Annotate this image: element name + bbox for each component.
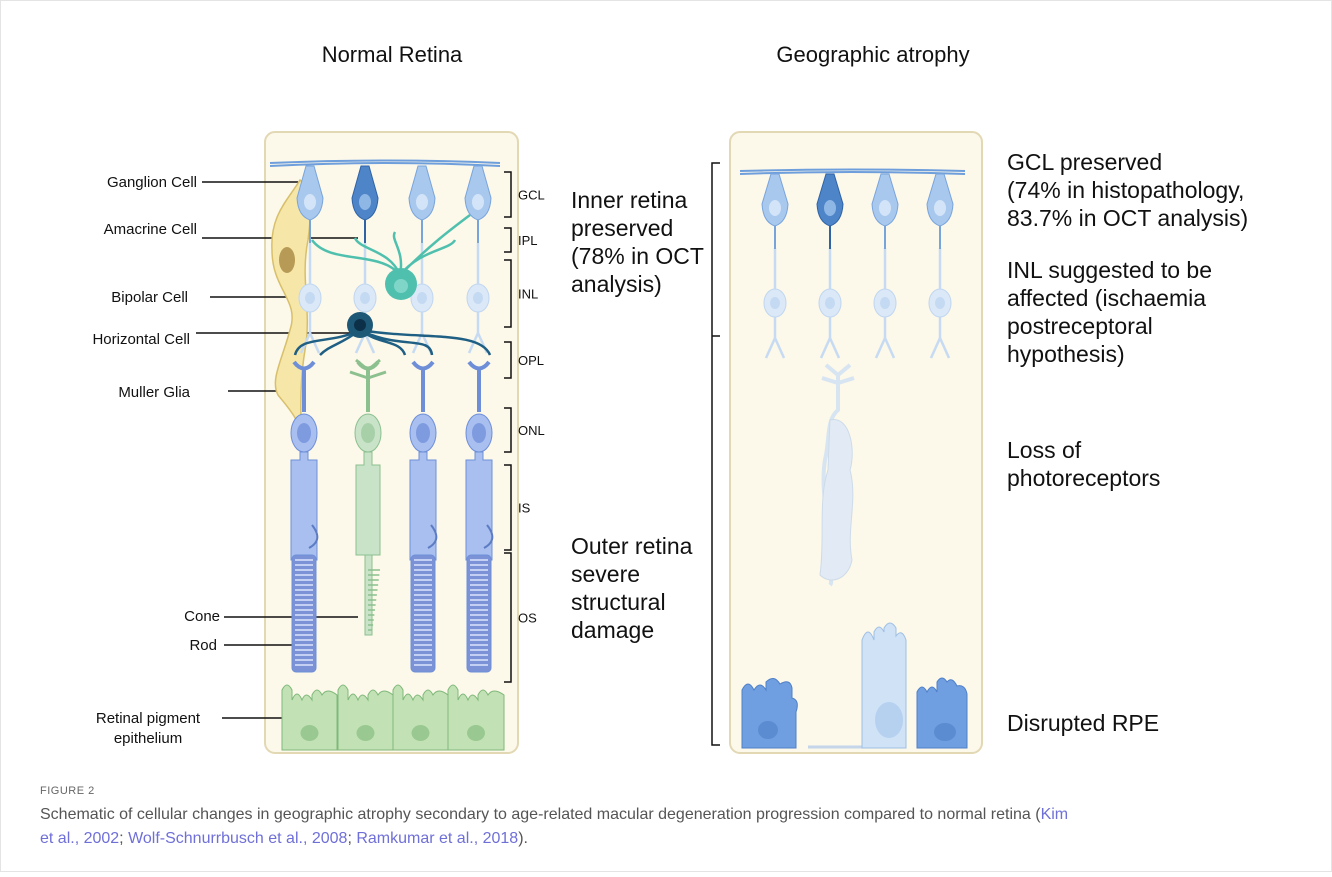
nucleus — [880, 297, 890, 309]
layer-label: INL — [518, 287, 538, 302]
nucleus — [758, 721, 778, 739]
cell-label: Amacrine Cell — [104, 221, 197, 238]
nucleus — [934, 723, 956, 741]
figure: Normal Retina Geographic atrophy Ganglio… — [0, 0, 1332, 872]
inner-segment — [466, 452, 492, 560]
nucleus — [472, 194, 484, 210]
cell-label: Ganglion Cell — [107, 174, 197, 191]
caption-text: ). — [518, 830, 528, 847]
annotation-line: 83.7% in OCT analysis) — [1007, 205, 1248, 231]
inner-segment — [410, 452, 436, 560]
cell-label: epithelium — [114, 730, 182, 747]
panel-title: Normal Retina — [322, 42, 463, 67]
annotation-line: hypothesis) — [1007, 341, 1125, 367]
frame — [1, 1, 1332, 872]
layer-label: OPL — [518, 353, 544, 368]
nucleus — [359, 194, 371, 210]
nucleus — [357, 725, 375, 741]
nucleus — [304, 194, 316, 210]
cell-label: Rod — [189, 637, 217, 654]
annotations: GCL preserved (74% in histopathology, 83… — [1007, 149, 1248, 736]
caption-text: Schematic of cellular changes in geograp… — [40, 806, 1041, 823]
figure-label: FIGURE 2 — [40, 785, 95, 797]
cell-label: Cone — [184, 608, 220, 625]
nucleus — [769, 200, 781, 216]
nucleus — [824, 200, 836, 216]
annotation-line: (74% in histopathology, — [1007, 177, 1244, 203]
cell-label: Horizontal Cell — [92, 331, 190, 348]
inner-segment — [356, 452, 380, 555]
layer-label: ONL — [518, 423, 545, 438]
note-line: (78% in OCT — [571, 243, 704, 269]
note-line: preserved — [571, 215, 673, 241]
layer-label: OS — [518, 611, 537, 626]
caption-line: Schematic of cellular changes in geograp… — [40, 806, 1068, 823]
note-line: Inner retina — [571, 187, 688, 213]
bracket — [712, 163, 720, 745]
panel-title: Geographic atrophy — [776, 42, 969, 67]
nucleus — [361, 423, 375, 443]
nucleus — [825, 297, 835, 309]
cell-labels: Ganglion Cell Amacrine Cell Bipolar Cell… — [92, 174, 220, 747]
nucleus — [417, 292, 427, 304]
nucleus — [879, 200, 891, 216]
note-line: structural — [571, 589, 666, 615]
layer-label: GCL — [518, 188, 545, 203]
nucleus — [305, 292, 315, 304]
nucleus — [297, 423, 311, 443]
nucleus — [770, 297, 780, 309]
cell-label: Retinal pigment — [96, 710, 201, 727]
bracket-note: Inner retina preserved (78% in OCT analy… — [571, 187, 704, 643]
caption-text: ; — [119, 830, 128, 847]
layer-label: IPL — [518, 233, 538, 248]
annotation-line: photoreceptors — [1007, 465, 1160, 491]
nucleus — [354, 319, 366, 331]
caption-line: et al., 2002; Wolf-Schnurrbusch et al., … — [40, 830, 528, 847]
nucleus — [875, 702, 903, 738]
cell-label: Muller Glia — [118, 384, 190, 401]
annotation-line: INL suggested to be — [1007, 257, 1212, 283]
annotation-line: Loss of — [1007, 437, 1082, 463]
note-line: Outer retina — [571, 533, 693, 559]
nucleus — [472, 423, 486, 443]
nucleus — [416, 194, 428, 210]
annotation-line: affected (ischaemia — [1007, 285, 1206, 311]
nucleus — [467, 725, 485, 741]
citation-link[interactable]: et al., 2002 — [40, 830, 119, 847]
nucleus — [934, 200, 946, 216]
inner-segment — [291, 452, 317, 560]
nucleus — [301, 725, 319, 741]
nucleus — [279, 247, 295, 273]
panel-ga — [730, 132, 982, 753]
annotation-line: GCL preserved — [1007, 149, 1162, 175]
nucleus — [360, 292, 370, 304]
annotation-line: postreceptoral — [1007, 313, 1153, 339]
note-line: severe — [571, 561, 640, 587]
nucleus — [412, 725, 430, 741]
layer-label: IS — [518, 501, 531, 516]
nucleus — [416, 423, 430, 443]
nucleus — [935, 297, 945, 309]
annotation-line: Disrupted RPE — [1007, 710, 1159, 736]
note-line: damage — [571, 617, 654, 643]
note-line: analysis) — [571, 271, 662, 297]
nucleus — [473, 292, 483, 304]
citation-link[interactable]: Ramkumar et al., 2018 — [356, 830, 518, 847]
citation-link[interactable]: Kim — [1041, 806, 1069, 823]
caption-text: ; — [347, 830, 356, 847]
citation-link[interactable]: Wolf-Schnurrbusch et al., 2008 — [128, 830, 347, 847]
nucleus — [394, 279, 408, 293]
cell-label: Bipolar Cell — [111, 289, 188, 306]
